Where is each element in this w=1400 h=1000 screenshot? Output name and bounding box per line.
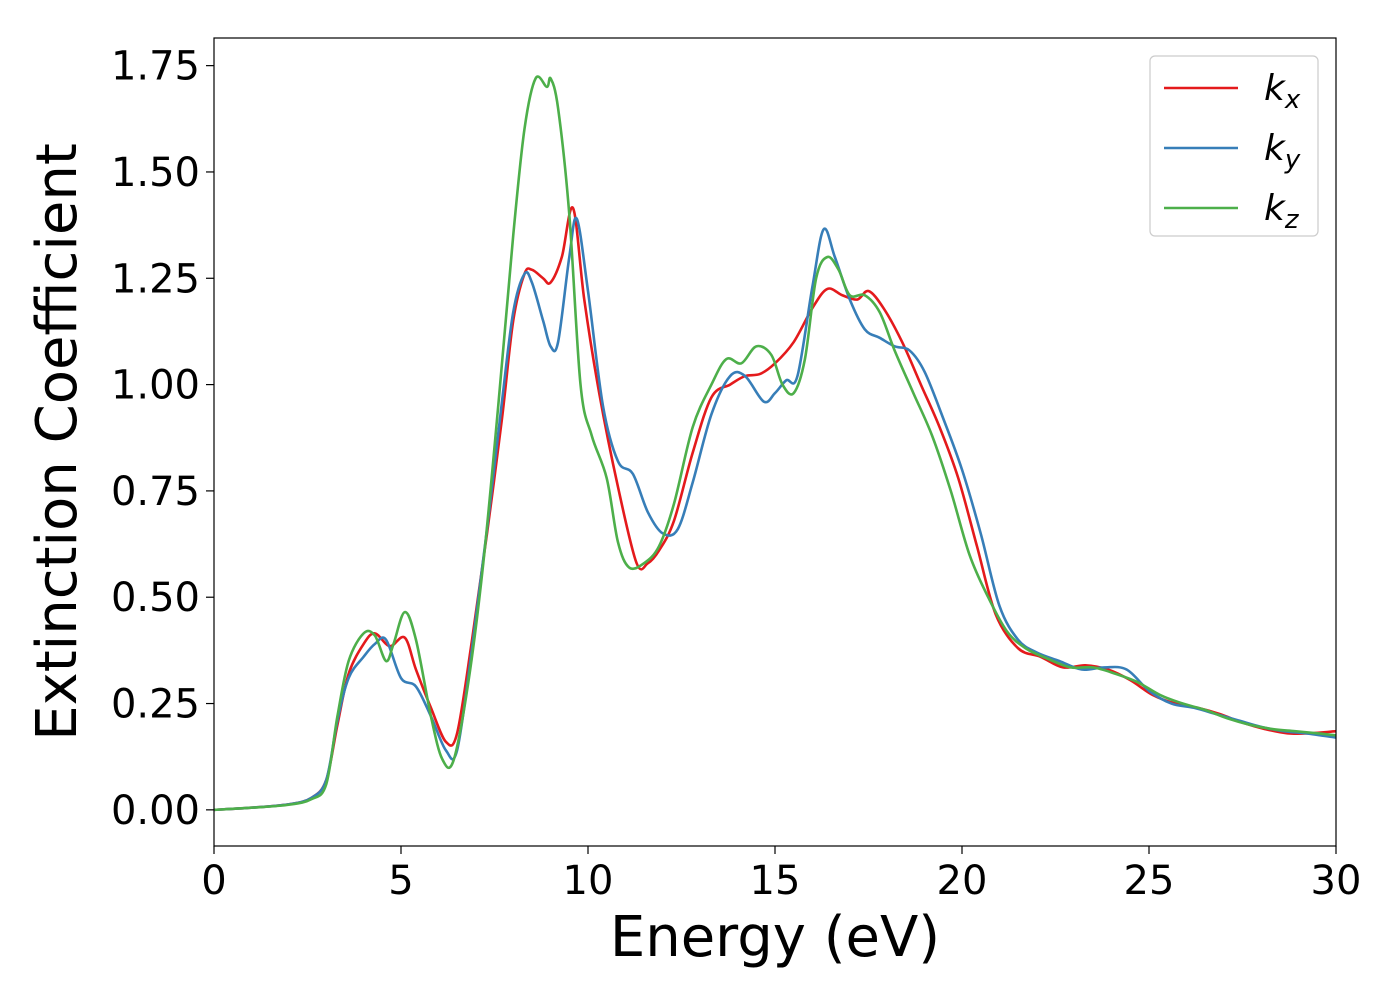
y-tick-label: 0.00 [111,788,200,834]
x-tick-label: 25 [1124,858,1175,904]
x-tick-label: 0 [201,858,226,904]
y-tick-label: 0.75 [111,469,200,515]
y-tick-label: 0.50 [111,575,200,621]
x-tick-label: 30 [1311,858,1362,904]
legend-item-x: kx [1164,68,1301,115]
legend-label: kx [1264,68,1301,115]
y-tick-label: 1.50 [111,150,200,196]
legend-label: ky [1264,128,1301,175]
x-axis: 0 5 10 15 20 25 30 [201,846,1361,904]
legend-box [1149,55,1319,237]
legend-item-y: ky [1164,128,1301,175]
x-tick-label: 20 [937,858,988,904]
series-line-y [214,216,1336,812]
legend: kx ky kz [1149,55,1319,237]
x-tick-label: 5 [388,858,413,904]
x-tick-label: 15 [750,858,801,904]
y-axis: 0.00 0.25 0.50 0.75 1.00 1.25 1.50 1.75 [111,44,214,834]
series-line-z [214,75,1336,812]
y-tick-label: 0.25 [111,682,200,728]
y-tick-label: 1.25 [111,256,200,302]
y-tick-label: 1.00 [111,363,200,409]
legend-item-z: kz [1164,188,1300,235]
x-axis-label: Energy (eV) [610,905,940,970]
y-axis-label: Extinction Coefficient [25,143,90,741]
y-tick-label: 1.75 [111,44,200,90]
series-lines [214,75,1336,812]
series-line-x [214,206,1336,812]
x-tick-label: 10 [563,858,614,904]
legend-label: kz [1264,188,1300,235]
